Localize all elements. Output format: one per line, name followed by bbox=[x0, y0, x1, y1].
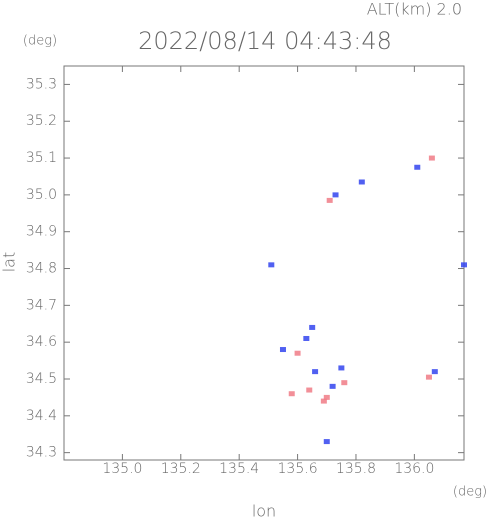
y-tick-label: 34.5 bbox=[26, 371, 57, 387]
altitude-label: ALT(km) 2.0 bbox=[367, 0, 462, 19]
y-tick-label: 34.6 bbox=[26, 334, 57, 350]
y-tick-label: 34.3 bbox=[26, 445, 57, 461]
y-tick-label: 34.4 bbox=[26, 408, 57, 424]
x-tick-label: 135.4 bbox=[219, 461, 259, 477]
echo bbox=[358, 179, 365, 185]
echo bbox=[329, 383, 336, 389]
x-tick-label: 135.2 bbox=[161, 461, 201, 477]
x-tick-label: 135.0 bbox=[102, 461, 142, 477]
y-tick-label: 34.7 bbox=[26, 297, 57, 313]
echo bbox=[428, 155, 435, 161]
x-unit: (deg) bbox=[453, 485, 487, 500]
echo bbox=[303, 335, 310, 341]
x-tick-label: 135.8 bbox=[336, 461, 376, 477]
y-unit: (deg) bbox=[23, 34, 57, 49]
y-tick-label: 34.9 bbox=[26, 224, 57, 240]
echo bbox=[338, 365, 345, 371]
plot-frame bbox=[63, 65, 465, 461]
echo bbox=[341, 380, 348, 386]
echo bbox=[312, 369, 319, 375]
y-tick-label: 35.3 bbox=[26, 76, 57, 92]
echo bbox=[288, 391, 295, 397]
echo bbox=[332, 192, 339, 198]
chart-title: 2022/08/14 04:43:48 bbox=[138, 27, 392, 55]
echo bbox=[414, 164, 421, 170]
y-tick-label: 35.1 bbox=[26, 150, 57, 166]
x-tick-label: 135.6 bbox=[278, 461, 318, 477]
echo bbox=[268, 262, 275, 268]
y-tick-label: 35.2 bbox=[26, 113, 57, 129]
echo bbox=[431, 369, 438, 375]
echo bbox=[309, 324, 316, 330]
echo bbox=[323, 439, 330, 445]
x-axis-label: lon bbox=[252, 502, 276, 521]
echo bbox=[323, 394, 330, 400]
echo bbox=[279, 347, 286, 353]
x-tick-label: 136.0 bbox=[394, 461, 434, 477]
y-tick-label: 35.0 bbox=[26, 187, 57, 203]
y-axis-label: lat bbox=[0, 252, 19, 273]
echo bbox=[320, 398, 327, 404]
echo bbox=[294, 350, 301, 356]
y-tick-label: 34.8 bbox=[26, 261, 57, 277]
echo bbox=[425, 374, 432, 380]
echo bbox=[326, 197, 333, 203]
echo bbox=[306, 387, 313, 393]
echo bbox=[461, 262, 467, 268]
